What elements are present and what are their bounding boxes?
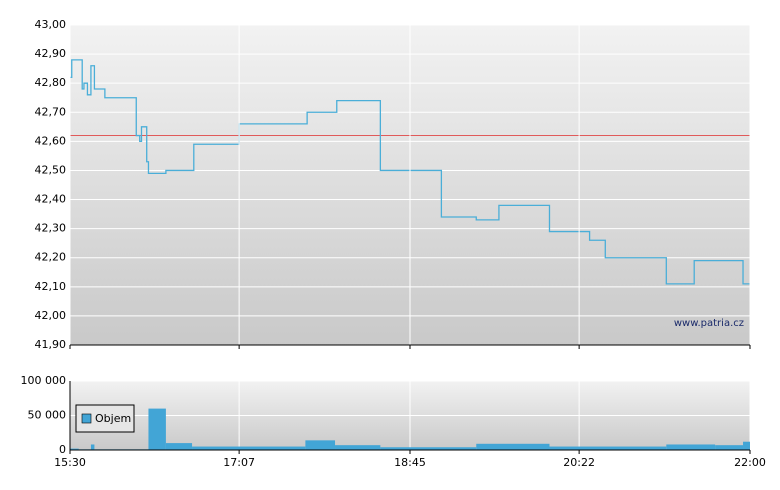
volume-bar	[70, 448, 79, 450]
y-tick-label: 43,00	[35, 18, 67, 31]
price-line	[70, 59, 750, 285]
y-tick-label: 42,10	[35, 280, 67, 293]
volume-bar	[549, 446, 667, 450]
y-tick-label: 41,90	[35, 338, 67, 351]
volume-bar	[192, 446, 306, 450]
y-tick-label: 42,30	[35, 222, 67, 235]
y-tick-label: 50 000	[28, 409, 67, 422]
volume-bar	[165, 443, 193, 450]
x-tick-label: 17:07	[223, 456, 255, 469]
y-tick-label: 42,20	[35, 251, 67, 264]
x-tick-label: 18:45	[394, 456, 426, 469]
y-tick-label: 42,80	[35, 76, 67, 89]
watermark: www.patria.cz	[674, 318, 744, 329]
volume-bar	[90, 444, 95, 450]
legend-label: Objem	[95, 412, 131, 425]
y-tick-label: 42,00	[35, 309, 67, 322]
volume-bar	[743, 441, 750, 450]
y-tick-label: 42,40	[35, 193, 67, 206]
x-tick-label: 20:22	[563, 456, 595, 469]
y-tick-label: 42,50	[35, 163, 67, 176]
x-tick-label: 22:00	[734, 456, 766, 469]
y-tick-label: 0	[59, 443, 66, 456]
volume-bar	[380, 447, 477, 450]
y-tick-label: 42,60	[35, 134, 67, 147]
y-tick-label: 42,90	[35, 47, 67, 60]
volume-bar	[305, 440, 336, 450]
legend-swatch	[81, 413, 92, 424]
volume-bar	[476, 443, 550, 450]
volume-bar	[666, 444, 716, 450]
volume-bar	[148, 408, 166, 450]
volume-bar	[335, 445, 381, 450]
x-tick-label: 15:30	[54, 456, 86, 469]
y-tick-label: 100 000	[21, 374, 67, 387]
volume-bar	[715, 445, 744, 450]
y-tick-label: 42,70	[35, 105, 67, 118]
